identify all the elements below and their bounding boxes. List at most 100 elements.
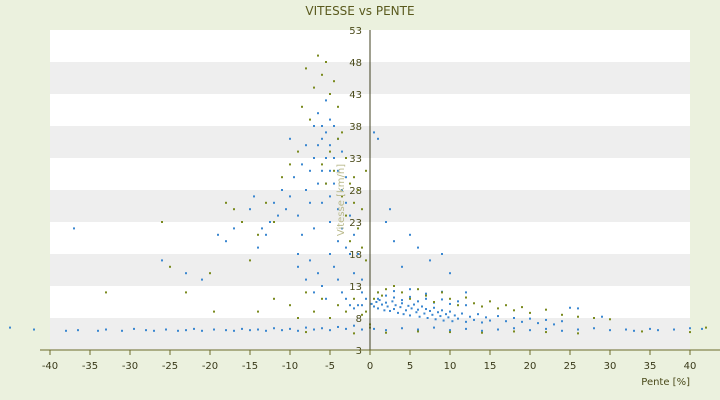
data-point [391, 300, 394, 303]
data-point [297, 214, 299, 217]
data-point [377, 307, 379, 310]
data-point [386, 305, 389, 308]
data-point [273, 327, 275, 330]
data-point [401, 299, 403, 302]
data-point [385, 294, 387, 297]
data-point [333, 125, 335, 127]
data-point [457, 317, 459, 320]
data-point [233, 227, 235, 230]
data-point [445, 313, 447, 316]
data-point [329, 253, 331, 255]
data-point [673, 328, 675, 331]
data-point [449, 329, 451, 332]
data-point [341, 189, 343, 191]
data-point [169, 265, 171, 268]
data-point [277, 214, 279, 217]
data-point [361, 246, 363, 249]
data-point [433, 301, 435, 303]
data-point [325, 61, 327, 63]
data-point [537, 322, 539, 325]
data-point [434, 318, 437, 321]
data-point [313, 125, 315, 127]
data-point [345, 246, 347, 249]
data-point [337, 304, 339, 307]
data-point [273, 297, 275, 300]
data-point [185, 329, 187, 332]
data-point [329, 93, 331, 95]
data-point [337, 208, 339, 211]
data-point [365, 259, 367, 262]
data-point [473, 318, 475, 321]
data-point [321, 285, 323, 287]
data-point [409, 233, 411, 236]
data-point [513, 327, 515, 330]
data-point [257, 246, 259, 249]
data-point [433, 306, 435, 309]
y-tick-label: 13 [349, 282, 362, 293]
data-point [373, 131, 375, 134]
data-point [185, 291, 187, 294]
data-point [441, 291, 443, 294]
x-tick-label: -35 [82, 361, 98, 372]
data-point [241, 327, 243, 330]
data-point [417, 328, 419, 331]
data-point [257, 328, 259, 331]
data-point [417, 308, 419, 311]
data-point [705, 326, 707, 329]
data-point [341, 131, 343, 134]
data-point [505, 304, 507, 307]
data-point [465, 304, 467, 307]
data-point [545, 331, 547, 334]
x-tick-label: -40 [42, 361, 58, 372]
data-point [361, 291, 363, 294]
data-point [357, 227, 359, 230]
data-point [341, 195, 343, 198]
y-tick-label: 8 [356, 314, 362, 325]
data-point [429, 309, 431, 312]
x-tick-label: 0 [367, 361, 373, 372]
y-tick-label: 48 [349, 58, 362, 69]
data-point [529, 329, 531, 332]
data-point [105, 328, 107, 331]
x-tick-label: -25 [162, 361, 178, 372]
data-point [257, 233, 259, 236]
y-tick-label: 33 [349, 154, 362, 165]
data-point [447, 316, 450, 319]
data-point [545, 308, 547, 311]
data-point [457, 300, 459, 303]
data-point [233, 208, 235, 211]
data-point [409, 295, 411, 298]
data-point [305, 291, 307, 294]
data-point [481, 305, 483, 308]
data-point [405, 309, 407, 312]
data-point [313, 328, 315, 331]
series-1 [9, 99, 703, 332]
data-point [337, 169, 339, 172]
data-point [417, 300, 419, 303]
data-point [361, 313, 363, 316]
data-point [305, 67, 307, 70]
data-point [321, 137, 323, 140]
data-point [201, 329, 203, 332]
data-point [513, 309, 515, 312]
data-point [97, 329, 99, 332]
data-point [473, 302, 475, 305]
data-point [393, 308, 395, 311]
data-point [313, 227, 315, 230]
data-point [378, 299, 381, 302]
data-point [345, 327, 347, 330]
data-point [121, 329, 123, 332]
data-point [399, 306, 402, 309]
data-point [333, 182, 335, 185]
data-point [370, 302, 373, 305]
data-point [497, 315, 499, 318]
data-point [317, 54, 319, 57]
data-point [409, 297, 411, 300]
data-point [385, 221, 387, 223]
data-point [105, 291, 107, 294]
data-point [309, 201, 311, 204]
data-point [133, 327, 135, 330]
data-point [341, 150, 343, 153]
